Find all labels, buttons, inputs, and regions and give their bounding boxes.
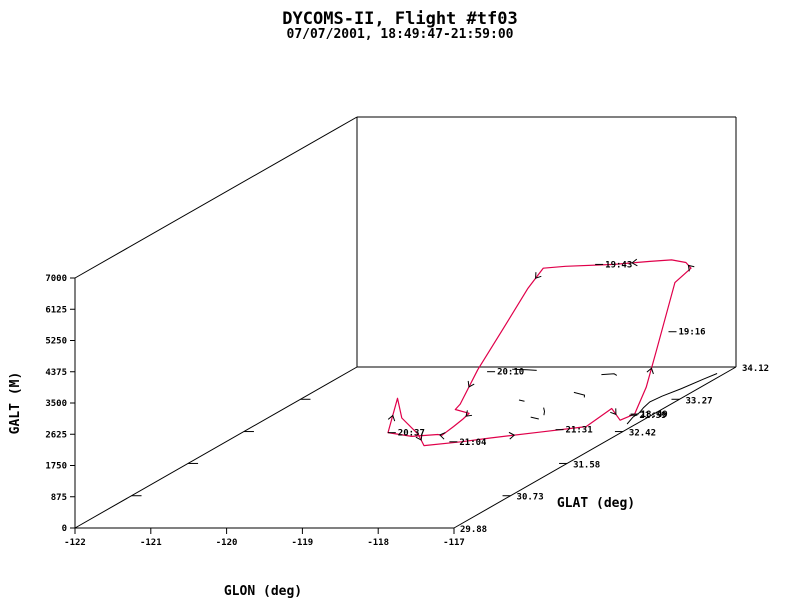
chart-title: DYCOMS-II, Flight #tf03 <box>282 9 518 29</box>
frame-edge-right <box>453 366 737 529</box>
time-label: 20:37 <box>398 429 425 439</box>
direction-arrow <box>467 380 475 388</box>
coastline-segment <box>573 391 586 398</box>
x-tick-label: -120 <box>216 538 238 548</box>
z-axis-label: GALT (M) <box>8 372 23 435</box>
axes: -122 -121 -120 -119 -118 -117 GLON (deg) 29.88 3… <box>8 274 769 599</box>
x-tick-label: -119 <box>292 538 314 548</box>
flight-track <box>387 258 695 447</box>
z-tick-label: 7000 <box>45 274 67 284</box>
z-tick-label: 2625 <box>45 430 67 440</box>
y-tick-label: 33.27 <box>685 396 712 406</box>
direction-arrow <box>687 264 695 272</box>
time-label: 21:59 <box>639 411 666 421</box>
direction-arrow <box>387 414 396 422</box>
z-tick-label: 1750 <box>45 462 67 472</box>
coastline-segment <box>518 399 525 402</box>
direction-arrow <box>610 408 617 416</box>
x-tick-label: -121 <box>140 538 162 548</box>
x-axis-label: GLON (deg) <box>224 584 302 599</box>
time-label: 21:31 <box>566 426 593 436</box>
x-tick-label: -117 <box>443 538 465 548</box>
time-label: 19:16 <box>678 328 705 338</box>
x-tick-label: -118 <box>367 538 389 548</box>
time-label: 18:49 <box>641 410 668 420</box>
z-tick-label: 5250 <box>45 337 67 347</box>
direction-arrow <box>438 432 446 440</box>
y-tick-label: 34.12 <box>742 364 769 374</box>
direction-arrow <box>415 434 423 441</box>
direction-arrow <box>631 258 638 267</box>
coastline-segment <box>543 407 546 416</box>
coastline-segment <box>530 416 539 420</box>
coastline-segment <box>512 368 537 371</box>
direction-arrow <box>465 410 473 417</box>
direction-arrow <box>535 272 542 279</box>
time-label: 19:43 <box>605 260 632 270</box>
direction-arrow <box>508 431 516 440</box>
y-tick-label: 30.73 <box>517 493 544 503</box>
y-tick-label: 32.42 <box>629 429 656 439</box>
plot-frame <box>74 116 737 529</box>
y-axis-label: GLAT (deg) <box>557 496 635 511</box>
z-tick-label: 0 <box>62 524 67 534</box>
z-tick-label: 3500 <box>45 399 67 409</box>
time-label: 21:04 <box>459 438 487 448</box>
z-tick-label: 4375 <box>45 368 67 378</box>
time-label: 20:10 <box>497 368 524 378</box>
coastline-segment <box>601 373 618 376</box>
x-tick-label: -122 <box>64 538 86 548</box>
z-tick-label: 6125 <box>45 305 67 315</box>
direction-arrow <box>646 367 654 375</box>
y-tick-label: 29.88 <box>460 525 487 535</box>
frame-edge-left-floor <box>74 366 358 529</box>
z-tick-label: 875 <box>51 493 67 503</box>
frame-edge-top-left <box>74 116 358 279</box>
chart-subtitle: 07/07/2001, 18:49:47-21:59:00 <box>286 27 514 42</box>
y-tick-label: 31.58 <box>573 460 600 470</box>
